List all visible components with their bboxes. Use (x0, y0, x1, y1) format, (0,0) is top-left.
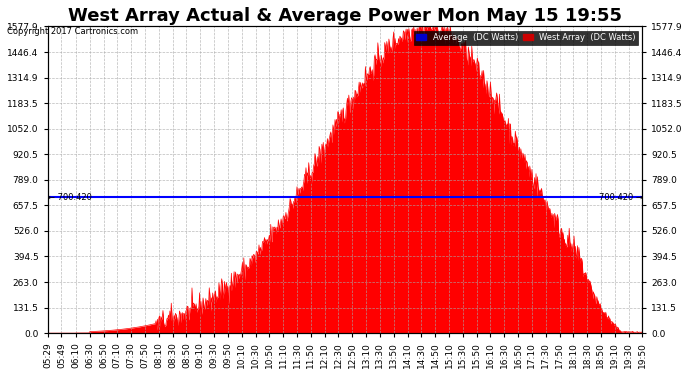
Text: 700.420 →: 700.420 → (598, 192, 642, 201)
Text: Copyright 2017 Cartronics.com: Copyright 2017 Cartronics.com (7, 27, 138, 36)
Legend: Average  (DC Watts), West Array  (DC Watts): Average (DC Watts), West Array (DC Watts… (414, 31, 638, 45)
Text: ← 700.420: ← 700.420 (48, 192, 92, 201)
Title: West Array Actual & Average Power Mon May 15 19:55: West Array Actual & Average Power Mon Ma… (68, 7, 622, 25)
